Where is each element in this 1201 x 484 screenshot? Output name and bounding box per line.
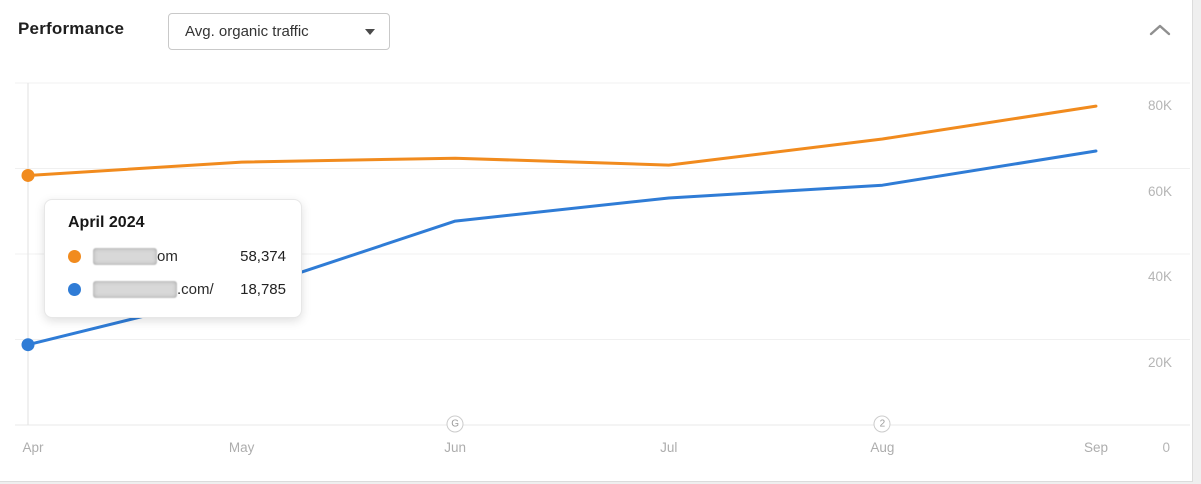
- series-point-redacted-domain-com: [21, 338, 35, 352]
- blue-series-dot-icon: [68, 283, 81, 296]
- x-label-apr: Apr: [22, 440, 44, 455]
- redacted-domain-blur: [93, 248, 157, 265]
- metric-dropdown-label: Avg. organic traffic: [185, 23, 309, 40]
- domain-suffix: om: [157, 248, 178, 265]
- orange-series-dot-icon: [68, 250, 81, 263]
- series-line-redacted-domain-om: [26, 104, 1098, 177]
- x-label-jun: Jun: [444, 440, 467, 455]
- y-label-80k: 80K: [1147, 98, 1172, 113]
- chevron-up-icon: [1149, 24, 1171, 36]
- annotation-badge-g[interactable]: G: [446, 415, 464, 433]
- annotation-badge-2[interactable]: 2: [873, 415, 891, 433]
- y-label-60k: 60K: [1147, 183, 1172, 199]
- redacted-domain-blur: [93, 281, 177, 298]
- panel-title: Performance: [18, 19, 125, 38]
- caret-down-icon: [365, 28, 375, 35]
- tooltip-row: .com/ 18,785: [68, 273, 286, 306]
- y-label-40k: 40K: [1147, 269, 1172, 284]
- domain-suffix: .com/: [177, 281, 214, 298]
- y-label-20k: 20K: [1147, 354, 1172, 370]
- metric-dropdown[interactable]: Avg. organic traffic: [168, 13, 390, 50]
- tooltip-value: 18,785: [240, 281, 286, 298]
- x-label-aug: Aug: [870, 440, 895, 455]
- x-label-jul: Jul: [660, 440, 678, 455]
- tooltip-value: 58,374: [240, 248, 286, 265]
- x-label-sep: Sep: [1083, 440, 1109, 455]
- series-point-redacted-domain-om: [21, 168, 35, 182]
- tooltip-row: om 58,374: [68, 240, 286, 273]
- chart-tooltip: April 2024 om 58,374 .com/ 18,785: [44, 199, 302, 318]
- tooltip-title: April 2024: [68, 214, 145, 231]
- collapse-panel-button[interactable]: [1142, 16, 1178, 44]
- x-label-may: May: [228, 440, 255, 455]
- y-axis-zero-label: 0: [1162, 440, 1170, 455]
